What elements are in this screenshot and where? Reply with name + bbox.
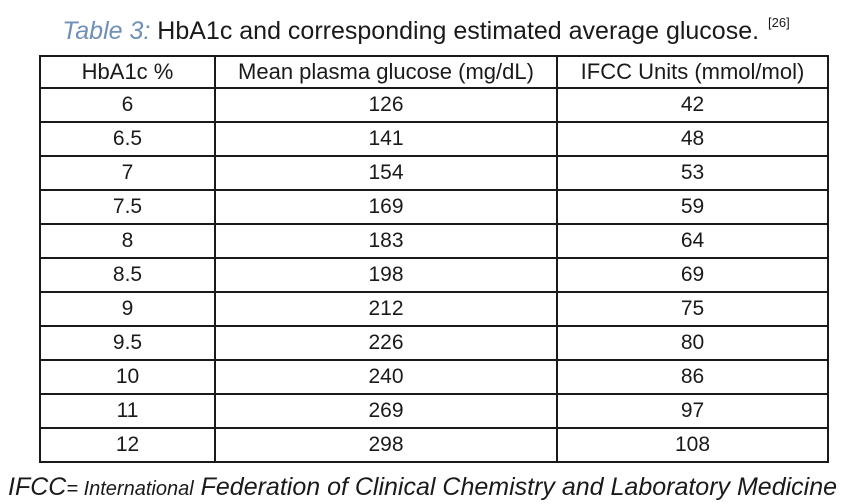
hba1c-cell: 12 xyxy=(39,427,216,463)
glucose-cell: 126 xyxy=(214,87,558,123)
glucose-cell: 198 xyxy=(214,257,558,293)
hba1c-cell: 6.5 xyxy=(39,121,216,157)
glucose-cell: 183 xyxy=(214,223,558,259)
hba1c-cell: 9 xyxy=(39,291,216,327)
table-row: 12 298 108 xyxy=(39,427,829,463)
ifcc-cell: 80 xyxy=(556,325,829,361)
hba1c-cell: 10 xyxy=(39,359,216,395)
table-row: 6.5 141 48 xyxy=(39,121,829,157)
ifcc-cell: 64 xyxy=(556,223,829,259)
glucose-cell: 298 xyxy=(214,427,558,463)
footnote-prefix: = International xyxy=(66,478,194,500)
glucose-cell: 212 xyxy=(214,291,558,327)
header-mean-plasma-glucose: Mean plasma glucose (mg/dL) xyxy=(214,55,558,89)
glucose-cell: 154 xyxy=(214,155,558,191)
glucose-cell: 141 xyxy=(214,121,558,157)
footnote: IFCC= International Federation of Clinic… xyxy=(8,472,837,504)
hba1c-cell: 8 xyxy=(39,223,216,259)
hba1c-cell: 7.5 xyxy=(39,189,216,225)
ifcc-cell: 69 xyxy=(556,257,829,293)
ifcc-cell: 53 xyxy=(556,155,829,191)
hba1c-cell: 11 xyxy=(39,393,216,429)
table-row: 8 183 64 xyxy=(39,223,829,259)
hba1c-cell: 9.5 xyxy=(39,325,216,361)
table-title: HbA1c and corresponding estimated averag… xyxy=(157,17,760,45)
glucose-cell: 169 xyxy=(214,189,558,225)
hba1c-cell: 6 xyxy=(39,87,216,123)
table-row: 7 154 53 xyxy=(39,155,829,191)
citation-reference: [26] xyxy=(768,15,790,30)
table-caption: Table 3: HbA1c and corresponding estimat… xyxy=(0,6,852,48)
table-row: 6 126 42 xyxy=(39,87,829,123)
header-ifcc-units: IFCC Units (mmol/mol) xyxy=(556,55,829,89)
table-row: 9 212 75 xyxy=(39,291,829,327)
table-row: 10 240 86 xyxy=(39,359,829,395)
header-hba1c: HbA1c % xyxy=(39,55,216,89)
hba1c-cell: 8.5 xyxy=(39,257,216,293)
glucose-cell: 240 xyxy=(214,359,558,395)
table-row: 7.5 169 59 xyxy=(39,189,829,225)
ifcc-cell: 97 xyxy=(556,393,829,429)
ifcc-cell: 48 xyxy=(556,121,829,157)
ifcc-cell: 108 xyxy=(556,427,829,463)
glucose-table: HbA1c % Mean plasma glucose (mg/dL) IFCC… xyxy=(39,55,829,463)
hba1c-cell: 7 xyxy=(39,155,216,191)
ifcc-cell: 86 xyxy=(556,359,829,395)
footnote-abbreviation: IFCC xyxy=(8,473,67,501)
table-row: 11 269 97 xyxy=(39,393,829,429)
ifcc-cell: 59 xyxy=(556,189,829,225)
footnote-expansion: Federation of Clinical Chemistry and Lab… xyxy=(200,473,838,501)
table-number-label: Table 3: xyxy=(62,17,151,45)
table-row: 8.5 198 69 xyxy=(39,257,829,293)
glucose-cell: 269 xyxy=(214,393,558,429)
table-row: 9.5 226 80 xyxy=(39,325,829,361)
ifcc-cell: 42 xyxy=(556,87,829,123)
glucose-cell: 226 xyxy=(214,325,558,361)
header-row: HbA1c % Mean plasma glucose (mg/dL) IFCC… xyxy=(39,55,829,89)
ifcc-cell: 75 xyxy=(556,291,829,327)
